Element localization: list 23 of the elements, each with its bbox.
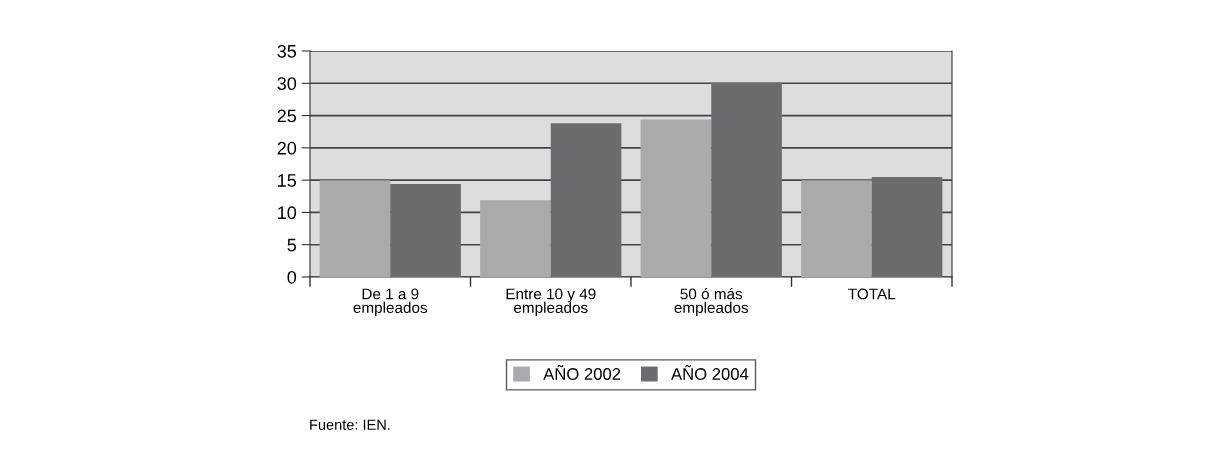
legend-label: AÑO 2004 xyxy=(671,365,749,380)
x-tick-label: Entre 10 y 49 empleados xyxy=(506,288,596,317)
y-tick-label: 25 xyxy=(277,109,297,123)
bar xyxy=(550,123,622,277)
bar xyxy=(711,82,782,277)
source-note: Fuente: IEN. xyxy=(310,419,390,430)
bar xyxy=(480,200,551,277)
x-tick-label: 50 ó más empleados xyxy=(674,287,749,317)
y-tick-label: 0 xyxy=(287,270,297,284)
bar xyxy=(390,184,461,277)
y-tick-label: 10 xyxy=(278,206,297,220)
y-tick-label: 5 xyxy=(287,238,297,252)
x-tick-label: TOTAL xyxy=(848,288,896,300)
bar xyxy=(801,180,872,277)
x-tick-label: De 1 a 9 empleados xyxy=(353,288,428,317)
bar xyxy=(640,119,712,277)
y-tick-label: 30 xyxy=(277,77,297,91)
bar xyxy=(319,180,391,277)
bar xyxy=(871,176,943,277)
legend-label: AÑO 2002 xyxy=(543,365,621,380)
y-tick-label: 20 xyxy=(277,141,297,155)
y-tick-label: 35 xyxy=(277,44,297,58)
y-tick-label: 15 xyxy=(278,174,297,187)
